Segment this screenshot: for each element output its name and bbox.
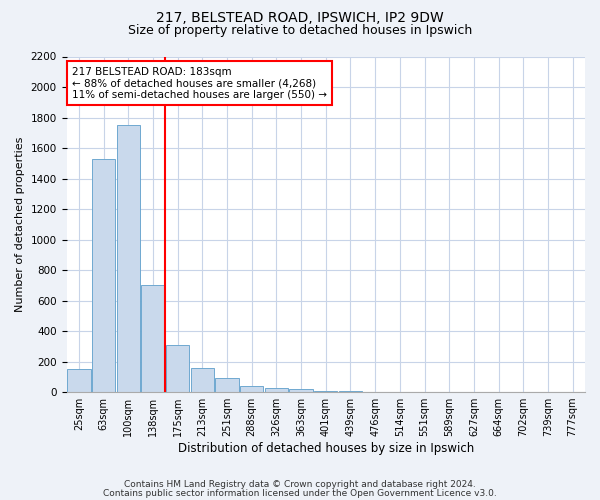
Bar: [314, 390, 337, 392]
Bar: [141, 286, 164, 392]
X-axis label: Distribution of detached houses by size in Ipswich: Distribution of detached houses by size …: [178, 442, 474, 455]
Text: 217, BELSTEAD ROAD, IPSWICH, IP2 9DW: 217, BELSTEAD ROAD, IPSWICH, IP2 9DW: [156, 11, 444, 25]
Bar: [166, 345, 190, 392]
Bar: [191, 368, 214, 392]
Bar: [265, 388, 288, 392]
Text: 217 BELSTEAD ROAD: 183sqm
← 88% of detached houses are smaller (4,268)
11% of se: 217 BELSTEAD ROAD: 183sqm ← 88% of detac…: [72, 66, 327, 100]
Text: Contains public sector information licensed under the Open Government Licence v3: Contains public sector information licen…: [103, 489, 497, 498]
Bar: [92, 158, 115, 392]
Bar: [240, 386, 263, 392]
Bar: [289, 389, 313, 392]
Bar: [215, 378, 239, 392]
Text: Contains HM Land Registry data © Crown copyright and database right 2024.: Contains HM Land Registry data © Crown c…: [124, 480, 476, 489]
Y-axis label: Number of detached properties: Number of detached properties: [15, 136, 25, 312]
Bar: [67, 369, 91, 392]
Text: Size of property relative to detached houses in Ipswich: Size of property relative to detached ho…: [128, 24, 472, 37]
Bar: [116, 125, 140, 392]
